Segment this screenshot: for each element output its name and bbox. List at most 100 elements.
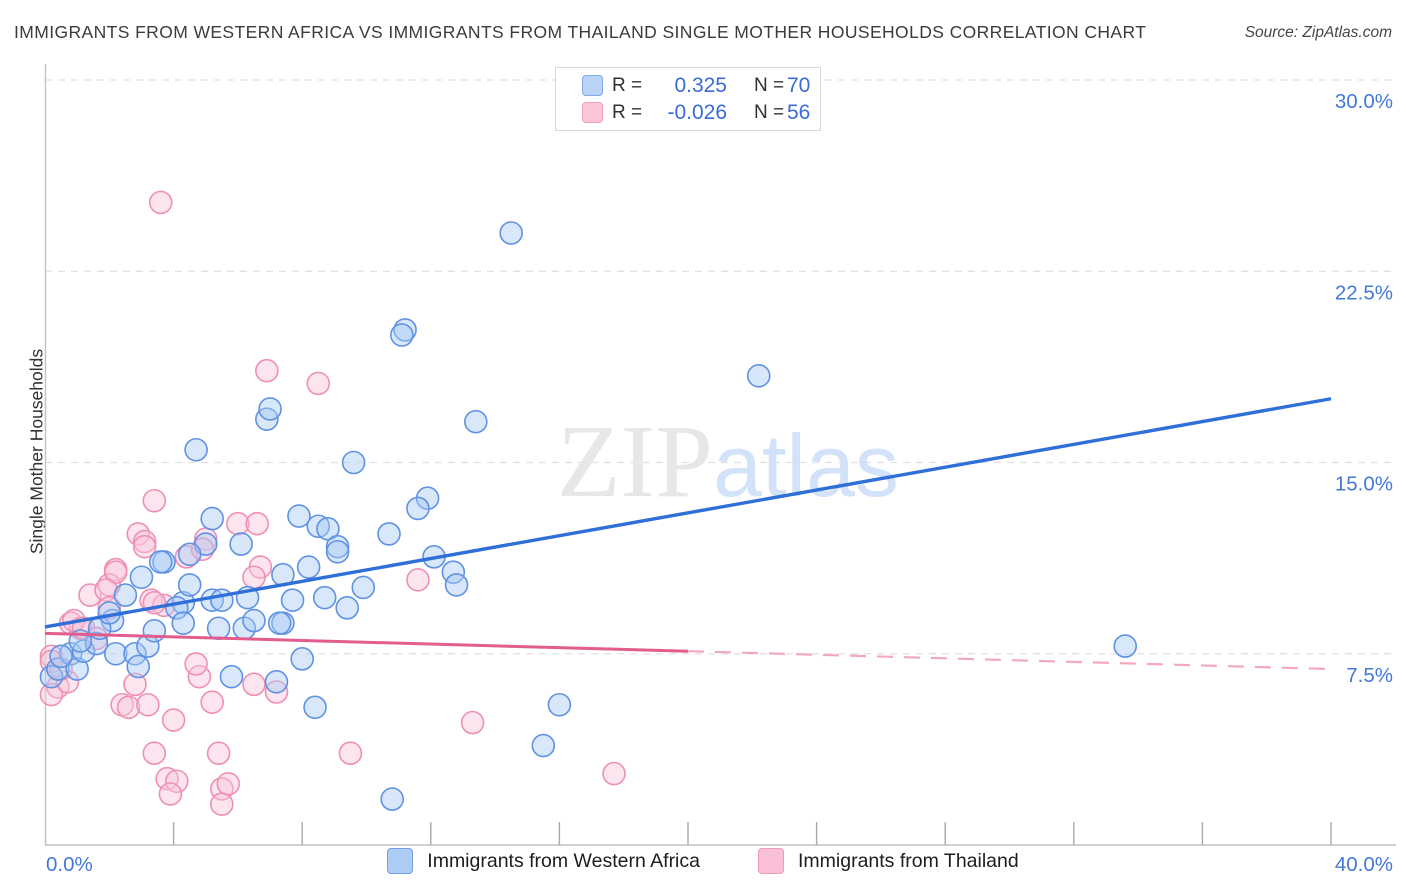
data-point-thailand [116, 695, 141, 720]
data-point-thailand [142, 741, 167, 766]
r-label: R = [612, 74, 643, 96]
data-point-western-africa [171, 611, 196, 635]
data-point-western-africa [177, 573, 202, 597]
data-point-western-africa [264, 669, 289, 694]
data-point-western-africa [341, 450, 366, 475]
data-point-thailand [142, 488, 167, 513]
data-point-western-africa [267, 611, 292, 635]
data-point-thailand [460, 710, 485, 735]
data-point-western-africa [531, 733, 556, 758]
data-point-thailand [39, 644, 64, 669]
data-point-western-africa [113, 583, 138, 607]
data-point-western-africa [287, 504, 311, 528]
trend-line-western-africa [44, 397, 1332, 629]
legend-label-thailand: Immigrants from Thailand [798, 849, 1019, 872]
legend-label-western-africa: Immigrants from Western Africa [427, 849, 700, 872]
data-point-western-africa [103, 641, 128, 666]
data-point-thailand [406, 567, 430, 592]
data-point-thailand [161, 708, 186, 732]
pink-series-swatch-icon [582, 102, 603, 123]
legend-row-thailand: R = -0.026 N = 56 [582, 101, 820, 125]
data-point-western-africa [206, 616, 231, 641]
data-point-western-africa [325, 539, 350, 564]
data-point-western-africa [142, 618, 167, 643]
data-point-western-africa [242, 608, 266, 633]
data-point-thailand [338, 741, 363, 766]
data-point-thailand [155, 766, 179, 791]
r-label: R = [612, 101, 643, 123]
trend-line-thailand-solid [44, 631, 689, 653]
data-point-thailand [136, 692, 160, 717]
data-point-thailand [94, 578, 118, 602]
data-point-western-africa [377, 522, 401, 546]
data-point-western-africa [65, 657, 89, 681]
legend-item-thailand: Immigrants from Thailand [758, 848, 1019, 874]
data-point-western-africa [280, 588, 305, 613]
data-point-western-africa [547, 692, 572, 717]
data-point-thailand [132, 534, 157, 559]
legend-row-western-africa: R = 0.325 N = 70 [582, 74, 820, 98]
data-point-thailand [306, 371, 331, 396]
data-point-thailand [103, 560, 128, 584]
data-point-thailand [226, 511, 250, 536]
source-attribution: Source: ZipAtlas.com [1244, 24, 1392, 41]
y-tick-label-22.5: 22.5% [1335, 281, 1393, 304]
data-point-western-africa [303, 695, 327, 720]
data-point-western-africa [325, 534, 350, 559]
y-tick-label-7.5: 7.5% [1346, 664, 1393, 687]
data-point-western-africa [312, 585, 337, 610]
r-value-pink: -0.026 [667, 100, 727, 124]
data-point-western-africa [219, 664, 244, 689]
data-point-western-africa [499, 221, 523, 245]
data-point-thailand [126, 522, 151, 546]
data-point-thailand [255, 358, 279, 383]
y-tick-label-15: 15.0% [1335, 473, 1393, 496]
data-point-thailand [123, 672, 147, 697]
data-point-thailand [158, 782, 183, 806]
data-point-western-africa [49, 644, 73, 669]
y-tick-label-30: 30.0% [1335, 90, 1393, 113]
blue-series-swatch-icon [582, 75, 603, 96]
data-point-western-africa [177, 542, 202, 567]
n-value-pink: 56 [787, 100, 811, 124]
data-point-western-africa [200, 506, 224, 531]
data-point-thailand [184, 652, 208, 676]
data-point-western-africa [306, 514, 331, 539]
n-label: N = [754, 74, 785, 96]
data-point-western-africa [39, 664, 64, 689]
n-value-blue: 70 [787, 73, 811, 97]
data-point-western-africa [464, 409, 488, 434]
blue-swatch-icon [387, 848, 414, 874]
data-point-western-africa [746, 363, 771, 388]
data-point-western-africa [316, 516, 340, 541]
data-point-western-africa [184, 437, 208, 462]
data-point-western-africa [296, 555, 321, 579]
data-point-western-africa [351, 575, 376, 600]
data-point-western-africa [380, 787, 405, 811]
data-point-western-africa [129, 565, 154, 590]
n-label: N = [754, 101, 785, 123]
data-point-thailand [39, 682, 64, 707]
data-point-western-africa [406, 496, 430, 521]
data-point-western-africa [444, 573, 469, 597]
data-point-thailand [602, 761, 626, 786]
data-point-western-africa [390, 323, 414, 347]
pink-swatch-icon [758, 848, 784, 874]
data-point-thailand [210, 792, 234, 817]
page-title: IMMIGRANTS FROM WESTERN AFRICA VS IMMIGR… [14, 22, 1147, 42]
data-point-thailand [200, 690, 224, 715]
data-point-thailand [132, 529, 157, 554]
data-point-thailand [245, 511, 269, 536]
series-legend: Immigrants from Western Africa Immigrant… [0, 848, 1406, 874]
data-point-western-africa [126, 654, 151, 679]
legend-item-western-africa: Immigrants from Western Africa [387, 848, 700, 874]
data-point-western-africa [1113, 634, 1138, 658]
data-point-western-africa [258, 397, 282, 421]
data-point-western-africa [290, 647, 315, 671]
data-point-thailand [148, 190, 173, 215]
data-point-western-africa [229, 532, 253, 556]
x-max-label: 40.0% [1335, 853, 1393, 876]
data-point-thailand [242, 672, 266, 697]
